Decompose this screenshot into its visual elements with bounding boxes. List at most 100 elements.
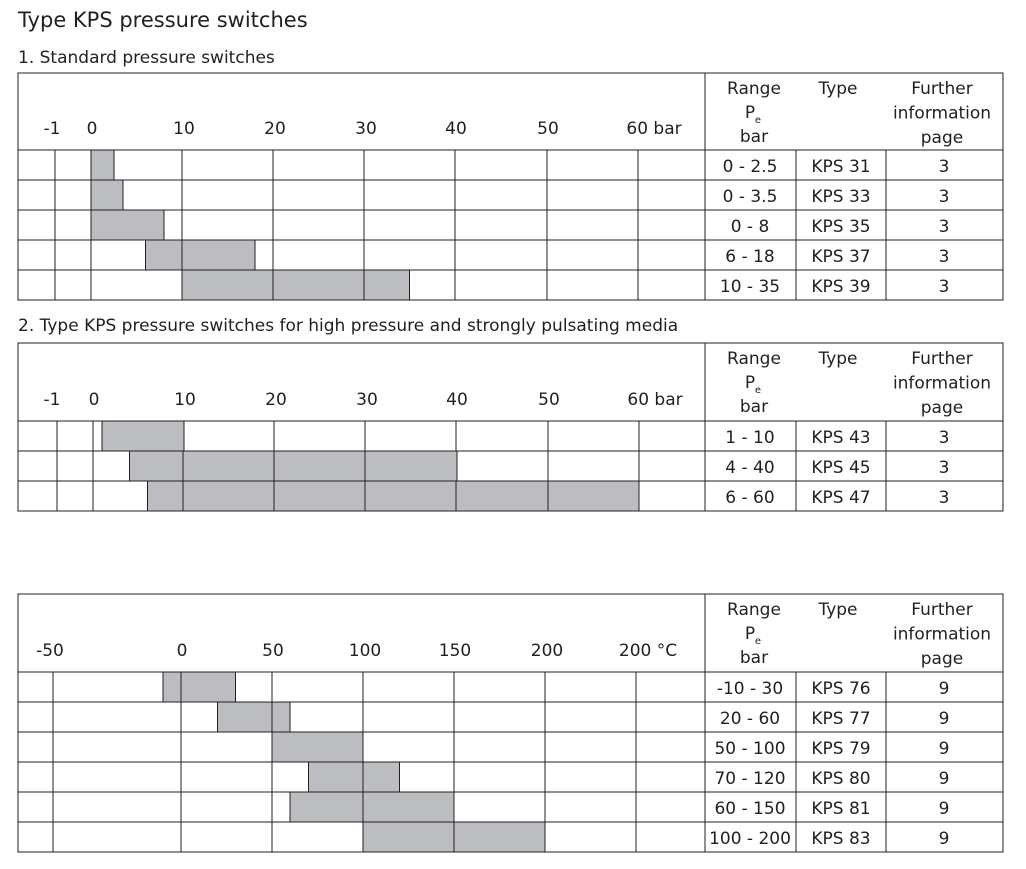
axis-tick-label: 20 xyxy=(265,390,287,410)
type-cell: KPS 77 xyxy=(811,709,870,729)
page-cell: 9 xyxy=(939,709,950,729)
page-title: Type KPS pressure switches xyxy=(18,8,308,32)
page-cell: 3 xyxy=(939,187,950,207)
type-cell: KPS 47 xyxy=(811,488,870,508)
page-cell: 9 xyxy=(939,829,950,849)
axis-tick-label: 20 xyxy=(264,119,286,139)
range-bar xyxy=(147,480,640,512)
range-bar xyxy=(128,450,458,482)
axis-tick-label: 30 xyxy=(356,390,378,410)
range-symbol: P xyxy=(745,373,755,393)
type-cell: KPS 31 xyxy=(811,157,870,177)
range-cell: 6 - 60 xyxy=(725,488,774,508)
axis-tick-label: 50 xyxy=(538,390,560,410)
section-heading-standard: 1. Standard pressure switches xyxy=(18,48,275,68)
page-cell: 9 xyxy=(939,769,950,789)
table-frame xyxy=(17,593,1004,853)
type-cell: KPS 45 xyxy=(811,458,870,478)
axis-tick-label: 10 xyxy=(173,119,195,139)
page-cell: 3 xyxy=(939,488,950,508)
axis-tick-label: 40 xyxy=(445,119,467,139)
further-information-header: Further xyxy=(911,349,973,369)
type-header: Type xyxy=(817,349,857,369)
range-bar xyxy=(307,761,400,793)
range-unit: bar xyxy=(740,397,768,417)
axis-tick-label: 40 xyxy=(446,390,468,410)
range-unit: bar xyxy=(740,127,768,147)
type-cell: KPS 37 xyxy=(811,247,870,267)
table-frame xyxy=(17,342,1004,512)
further-information-header: information xyxy=(893,104,991,124)
range-bar xyxy=(181,269,410,301)
section-heading-high-pressure: 2. Type KPS pressure switches for high p… xyxy=(18,316,679,336)
range-bar xyxy=(145,239,256,271)
axis-tick-label: 10 xyxy=(174,390,196,410)
axis-tick-label: 60 bar xyxy=(626,119,681,139)
axis-tick-label: -50 xyxy=(36,641,64,661)
type-cell: KPS 83 xyxy=(811,829,870,849)
type-header: Type xyxy=(817,600,857,620)
type-cell: KPS 81 xyxy=(811,799,870,819)
page-cell: 3 xyxy=(939,428,950,448)
page-cell: 3 xyxy=(939,157,950,177)
range-cell: 10 - 35 xyxy=(720,277,780,297)
range-header: Range xyxy=(727,349,781,369)
range-symbol: P xyxy=(745,624,755,644)
range-header: Range xyxy=(727,79,781,99)
page-cell: 9 xyxy=(939,739,950,759)
range-bar xyxy=(90,179,124,211)
range-bar xyxy=(90,149,115,181)
range-subscript: e xyxy=(755,115,761,126)
range-bar xyxy=(289,791,455,823)
range-cell: 6 - 18 xyxy=(725,247,774,267)
axis-tick-label: 60 bar xyxy=(627,390,682,410)
range-cell: -10 - 30 xyxy=(717,679,783,699)
range-bar xyxy=(271,731,364,763)
range-cell: 0 - 8 xyxy=(731,217,770,237)
range-header: Range xyxy=(727,600,781,620)
table-frame xyxy=(17,72,1004,301)
type-cell: KPS 79 xyxy=(811,739,870,759)
range-cell: 0 - 3.5 xyxy=(723,187,778,207)
range-cell: 50 - 100 xyxy=(714,739,785,759)
axis-tick-label: 0 xyxy=(177,641,188,661)
page-cell: 3 xyxy=(939,277,950,297)
type-cell: KPS 35 xyxy=(811,217,870,237)
range-unit: bar xyxy=(740,648,768,668)
axis-tick-label: 30 xyxy=(355,119,377,139)
type-header: Type xyxy=(817,79,857,99)
range-cell: 20 - 60 xyxy=(720,709,780,729)
range-cell: 100 - 200 xyxy=(709,829,791,849)
axis-tick-label: 150 xyxy=(439,641,471,661)
range-cell: 70 - 120 xyxy=(714,769,785,789)
type-cell: KPS 33 xyxy=(811,187,870,207)
axis-tick-label: 0 xyxy=(89,390,100,410)
range-symbol: P xyxy=(745,103,755,123)
range-subscript: e xyxy=(755,636,761,647)
further-information-header: information xyxy=(893,374,991,394)
range-cell: 1 - 10 xyxy=(725,428,774,448)
range-bar xyxy=(362,821,546,853)
type-cell: KPS 39 xyxy=(811,277,870,297)
range-cell: 4 - 40 xyxy=(725,458,774,478)
page-cell: 9 xyxy=(939,679,950,699)
further-information-header: page xyxy=(921,649,963,669)
further-information-header: page xyxy=(921,128,963,148)
further-information-header: Further xyxy=(911,79,973,99)
range-bar xyxy=(162,671,237,703)
axis-tick-label: 100 xyxy=(349,641,381,661)
axis-tick-label: -1 xyxy=(44,390,61,410)
type-cell: KPS 76 xyxy=(811,679,870,699)
further-information-header: information xyxy=(893,625,991,645)
further-information-header: page xyxy=(921,398,963,418)
range-bar xyxy=(90,209,165,241)
further-information-header: Further xyxy=(911,600,973,620)
range-cell: 60 - 150 xyxy=(714,799,785,819)
page-cell: 3 xyxy=(939,247,950,267)
range-bar xyxy=(101,420,185,452)
axis-tick-label: 200 °C xyxy=(619,641,677,661)
axis-tick-label: 0 xyxy=(87,119,98,139)
range-cell: 0 - 2.5 xyxy=(723,157,778,177)
page-cell: 9 xyxy=(939,799,950,819)
